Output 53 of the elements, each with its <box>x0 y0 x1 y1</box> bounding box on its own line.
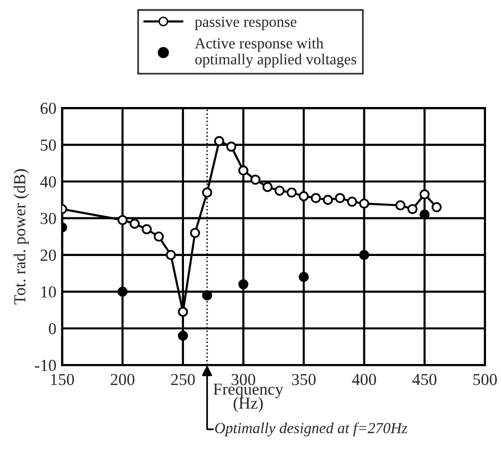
point <box>142 224 152 234</box>
point <box>322 194 333 205</box>
x-tick-label: 150 <box>51 374 74 386</box>
point <box>130 218 140 229</box>
ref-line-label: Optimally designed at f=270Hz <box>215 422 408 436</box>
legend-label: passive response <box>194 16 296 30</box>
point <box>407 204 418 214</box>
point <box>178 306 188 317</box>
y-tick-label: 30 <box>40 212 56 224</box>
y-tick-label: -10 <box>34 360 56 372</box>
x-tick-label: 350 <box>292 374 316 386</box>
point <box>226 142 236 152</box>
point <box>202 290 212 300</box>
y-tick-label: 10 <box>41 286 56 298</box>
point <box>286 187 297 198</box>
point <box>238 279 248 290</box>
point <box>298 272 309 282</box>
point <box>202 187 212 198</box>
point <box>262 182 273 192</box>
y-tick-label: 60 <box>40 102 56 114</box>
point <box>238 165 248 176</box>
point <box>117 214 128 226</box>
y-tick-label: 40 <box>40 176 56 188</box>
point <box>117 286 128 297</box>
y-tick-label: 20 <box>40 250 56 261</box>
x-tick-label: 500 <box>473 374 497 386</box>
x-tick-label: 300 <box>232 374 256 386</box>
point <box>154 232 164 242</box>
point <box>420 210 430 220</box>
x-tick-label: 250 <box>171 374 195 386</box>
point <box>359 198 370 209</box>
point <box>250 174 260 185</box>
x-tick-label: 200 <box>110 374 134 386</box>
point <box>190 228 200 238</box>
point <box>166 250 176 260</box>
y-tick-label: 0 <box>48 323 56 334</box>
point <box>395 200 406 210</box>
point <box>419 189 430 200</box>
point <box>214 136 224 146</box>
point <box>274 186 285 196</box>
y-tick-label: 50 <box>40 139 56 151</box>
point <box>298 191 309 202</box>
x-axis-title: Frequency (Hz) <box>213 384 284 412</box>
legend-label: Active response with optimally applied voltages <box>194 38 356 68</box>
point <box>334 192 346 204</box>
x-tick-label: 400 <box>352 374 376 386</box>
point <box>432 202 442 212</box>
point <box>178 330 188 341</box>
y-axis-title: Tot. rad. power (dB) <box>14 169 29 304</box>
point <box>347 196 358 207</box>
point <box>359 250 370 260</box>
x-tick-label: 450 <box>412 374 436 386</box>
point <box>310 192 321 204</box>
